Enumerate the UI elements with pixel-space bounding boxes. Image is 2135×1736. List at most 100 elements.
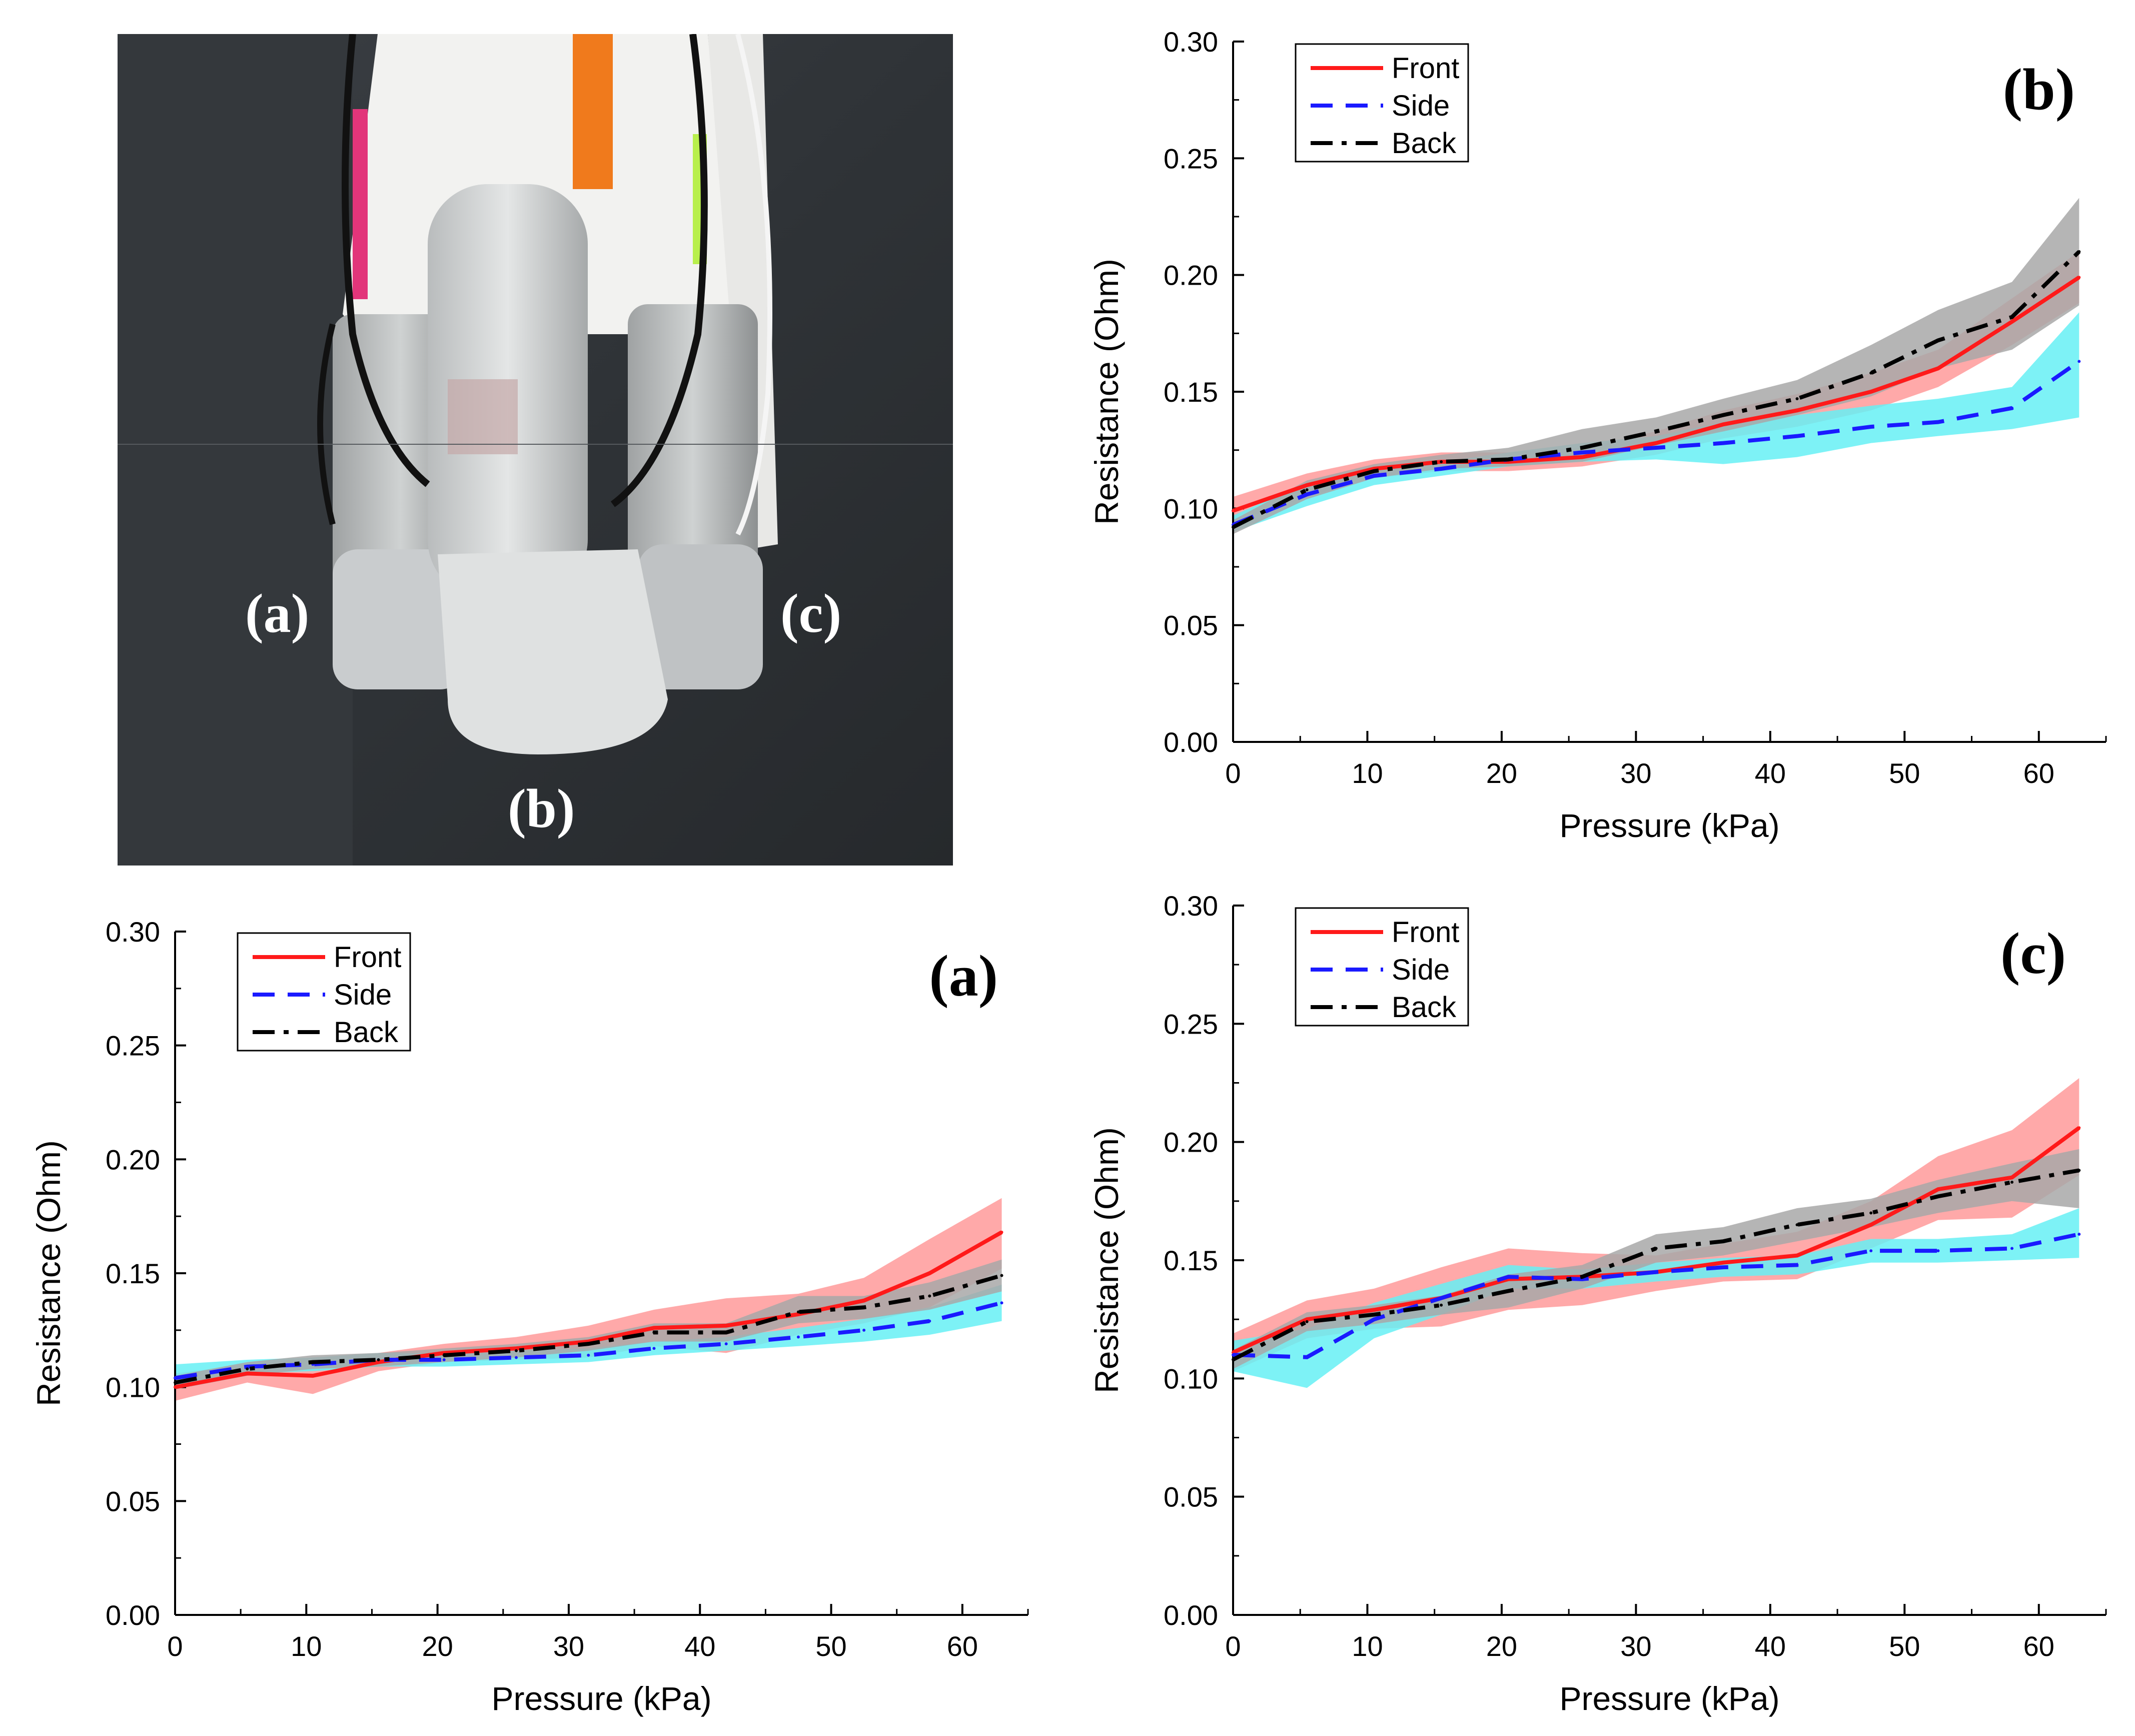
x-tick-label: 10: [1352, 757, 1383, 789]
data-point-front: [1372, 1308, 1376, 1312]
y-axis-label: Resistance (Ohm): [30, 1140, 67, 1406]
data-point-back: [246, 1367, 249, 1371]
data-point-back: [311, 1360, 315, 1364]
data-point-side: [1440, 1296, 1443, 1300]
data-point-side: [1795, 434, 1799, 438]
data-point-back: [1721, 413, 1725, 417]
data-point-front: [1936, 1188, 1940, 1191]
data-point-front: [1795, 1254, 1799, 1257]
data-point-front: [1305, 483, 1309, 487]
data-point-back: [928, 1294, 931, 1298]
data-point-back: [1721, 1240, 1725, 1243]
legend-label-side: Side: [334, 979, 392, 1011]
data-point-side: [246, 1365, 249, 1368]
data-point-side: [1372, 1318, 1376, 1321]
y-tick-label: 0.20: [1164, 1127, 1218, 1158]
data-point-back: [724, 1331, 728, 1334]
data-point-front: [1869, 390, 1873, 393]
data-point-back: [442, 1353, 446, 1357]
data-point-side: [1721, 441, 1725, 445]
data-point-side: [2010, 1247, 2014, 1250]
x-tick-label: 40: [1755, 757, 1786, 789]
y-tick-label: 0.25: [1164, 1008, 1218, 1040]
panel-label: (c): [2000, 921, 2066, 986]
data-point-back: [2077, 250, 2081, 253]
data-point-back: [377, 1358, 380, 1362]
data-point-front: [515, 1347, 518, 1350]
data-point-back: [1869, 1211, 1873, 1215]
x-tick-label: 60: [2023, 1630, 2054, 1662]
chart-panel-a: 0.00 0.05 0.10 0.15 0.20 0.25 0.30 0 10 20 30 40 50 6…: [30, 916, 1029, 1717]
y-tick-label: 0.25: [1164, 143, 1218, 174]
data-point-back: [796, 1310, 800, 1314]
y-tick-label: 0.30: [106, 916, 160, 948]
data-point-front: [311, 1374, 315, 1377]
data-point-back: [1869, 371, 1873, 375]
data-point-front: [2077, 276, 2081, 279]
data-point-side: [587, 1353, 590, 1357]
y-axis-label: Resistance (Ohm): [1088, 259, 1125, 525]
data-point-side: [1232, 1353, 1235, 1357]
data-point-side: [1305, 1355, 1309, 1359]
data-point-front: [724, 1324, 728, 1327]
y-tick-label: 0.15: [1164, 1245, 1218, 1276]
data-point-front: [652, 1326, 656, 1330]
data-point-side: [1581, 451, 1584, 454]
data-point-front: [377, 1360, 380, 1364]
x-tick-label: 10: [1352, 1630, 1383, 1662]
y-tick-label: 0.05: [1164, 1481, 1218, 1513]
data-point-side: [2077, 1233, 2081, 1236]
data-point-side: [174, 1376, 177, 1380]
photo-label-c: (c): [780, 583, 842, 644]
x-tick-label: 50: [815, 1630, 846, 1662]
y-axis-label: Resistance (Ohm): [1088, 1127, 1125, 1393]
panel-label: (b): [2003, 57, 2075, 122]
data-point-back: [2010, 1181, 2014, 1184]
x-tick-label: 30: [553, 1630, 584, 1662]
data-point-side: [2010, 406, 2014, 410]
x-axis-label: Pressure (kPa): [491, 1680, 711, 1717]
band-side: [1233, 1208, 2079, 1388]
x-axis-label: Pressure (kPa): [1559, 1680, 1779, 1717]
y-tick-label: 0.05: [1164, 610, 1218, 641]
legend-label-back: Back: [334, 1016, 399, 1049]
data-point-back: [1795, 397, 1799, 400]
data-point-front: [1721, 1261, 1725, 1264]
data-point-back: [1581, 446, 1584, 449]
y-tick-label: 0.00: [1164, 726, 1218, 758]
data-point-back: [1000, 1274, 1003, 1277]
data-point-front: [2010, 1176, 2014, 1179]
legend-label-back: Back: [1392, 127, 1457, 160]
x-tick-label: 20: [1486, 757, 1517, 789]
data-point-back: [587, 1342, 590, 1346]
x-tick-label: 0: [1225, 1630, 1241, 1662]
data-point-side: [796, 1335, 800, 1339]
data-point-side: [652, 1347, 656, 1350]
data-point-side: [1000, 1301, 1003, 1305]
legend-label-side: Side: [1392, 954, 1450, 986]
y-tick-label: 0.30: [1164, 26, 1218, 58]
y-tick-label: 0.00: [1164, 1599, 1218, 1631]
x-tick-label: 40: [684, 1630, 715, 1662]
data-point-back: [1232, 525, 1235, 529]
data-point-back: [1305, 1320, 1309, 1323]
data-point-back: [174, 1381, 177, 1384]
x-tick-label: 30: [1620, 757, 1651, 789]
data-point-front: [1581, 455, 1584, 459]
x-tick-label: 20: [1486, 1630, 1517, 1662]
y-tick-label: 0.05: [106, 1485, 160, 1517]
data-point-side: [1654, 446, 1658, 449]
data-point-back: [1232, 1358, 1235, 1361]
x-tick-label: 10: [291, 1630, 322, 1662]
data-point-front: [1869, 1223, 1873, 1227]
data-point-back: [862, 1306, 866, 1309]
data-point-back: [1440, 1303, 1443, 1307]
data-point-side: [2077, 360, 2081, 363]
data-point-back: [2010, 315, 2014, 319]
data-point-front: [1654, 441, 1658, 445]
band-back: [1233, 198, 2079, 534]
data-point-side: [1372, 474, 1376, 477]
y-tick-label: 0.10: [106, 1372, 160, 1403]
data-point-side: [928, 1319, 931, 1323]
